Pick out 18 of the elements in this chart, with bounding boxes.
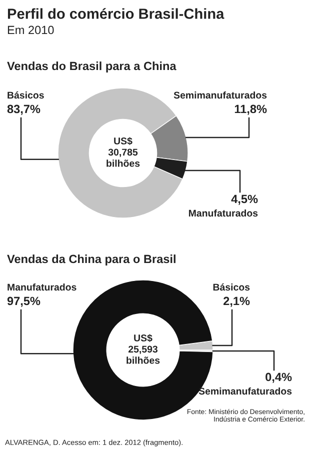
slice-label: Semimanufaturados — [174, 91, 267, 99]
text: US$ 30,785 bilhões — [106, 137, 140, 167]
data-label: 2,1% — [224, 296, 250, 307]
slice-label: Manufaturados — [188, 209, 258, 217]
data-label: 0,4% — [266, 372, 292, 383]
data-label: 83,7% — [7, 104, 40, 115]
text: Em 2010 — [8, 26, 54, 34]
slice-label: Manufaturados — [8, 283, 76, 291]
slice-label: Básicos — [213, 283, 250, 291]
slice-label: Semimanufaturados — [198, 387, 292, 395]
data-label: 11,8% — [234, 104, 267, 115]
text: Perfil do comércio Brasil-China — [8, 8, 224, 19]
chart-title: Vendas da China para o Brasil — [7, 254, 176, 266]
slice-label: Básicos — [8, 91, 44, 99]
chart-title: Vendas do Brasil para a China — [7, 62, 176, 72]
text: US$ 25,593 bilhões — [126, 334, 160, 364]
data-label: 97,5% — [7, 296, 40, 307]
data-label: 4,5% — [231, 194, 258, 205]
